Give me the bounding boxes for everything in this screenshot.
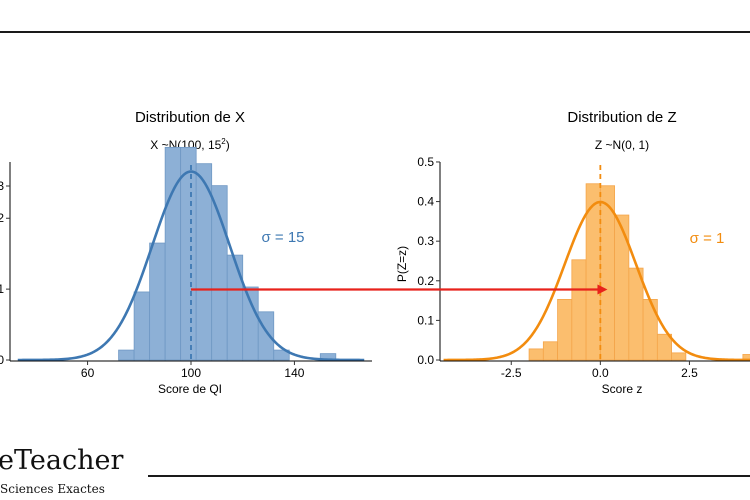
x-tick-label-left-1: 100 (181, 366, 201, 380)
x-axis-label-left: Score de QI (158, 382, 222, 396)
y-tick-label-left-1: 1 (0, 282, 4, 296)
x-tick-label-right-0: -2.5 (501, 366, 522, 380)
histogram-bar-left-10 (273, 349, 290, 361)
y-tick-label-right-1: 0.1 (417, 313, 434, 327)
histogram-bar-left-1 (133, 291, 151, 361)
y-tick-label-left-2: 2 (0, 211, 4, 225)
x-tick-label-right-2: 2.5 (681, 366, 698, 380)
brand-logo-text: eTeacher (0, 445, 124, 476)
y-tick-label-right-5: 0.5 (417, 155, 434, 169)
y-tick-label-right-2: 0.2 (417, 274, 434, 288)
sigma-annotation-right: σ = 1 (690, 230, 725, 247)
x-tick-label-right-1: 0.0 (592, 366, 609, 380)
y-tick-label-right-4: 0.4 (417, 195, 434, 209)
normal-curve-right (443, 200, 750, 362)
histogram-bar-right-8 (642, 298, 658, 361)
histogram-bar-right-7 (628, 267, 644, 361)
footer-divider (148, 475, 750, 477)
x-tick-label-left-0: 60 (81, 366, 95, 380)
histogram-bar-left-9 (257, 311, 275, 361)
top-divider (0, 31, 750, 33)
y-tick-label-right-3: 0.3 (417, 234, 434, 248)
histogram-bar-left-7 (226, 254, 244, 361)
histogram-bar-left-4 (180, 146, 197, 361)
transform-arrow-head (597, 284, 608, 295)
chart-title-right: Distribution de Z (567, 109, 676, 126)
histogram-bar-left-8 (242, 286, 259, 361)
x-tick-label-left-2: 140 (284, 366, 304, 380)
histogram-bar-right-1 (542, 341, 558, 361)
histogram-bar-right-2 (557, 298, 573, 361)
histogram-bar-left-2 (149, 242, 166, 361)
charts-figure: Distribution de XX ~N(100, 152)60 100 1400… (0, 109, 750, 396)
y-tick-label-right-0: 0.0 (417, 353, 434, 367)
histogram-bar-left-6 (211, 185, 228, 361)
y-tick-label-left-top: 3 (0, 179, 4, 193)
histogram-bar-right-10 (671, 352, 687, 361)
brand-subtitle: Sciences Exactes (0, 482, 105, 496)
x-axis-label-right: Score z (602, 382, 643, 396)
chart-title-left: Distribution de X (135, 109, 245, 126)
normal-curve-left (17, 170, 365, 362)
histogram-bar-right-0 (528, 348, 544, 361)
y-axis-label-right: P(Z=z) (395, 246, 409, 282)
histogram-bar-right-9 (656, 333, 673, 361)
sigma-annotation-left: σ = 15 (261, 229, 304, 246)
histogram-bar-right-3 (571, 259, 587, 361)
y-tick-label-left-0: 0 (0, 353, 4, 367)
histogram-bar-left-0 (118, 349, 135, 361)
chart-subtitle-right: Z ~N(0, 1) (595, 138, 649, 152)
